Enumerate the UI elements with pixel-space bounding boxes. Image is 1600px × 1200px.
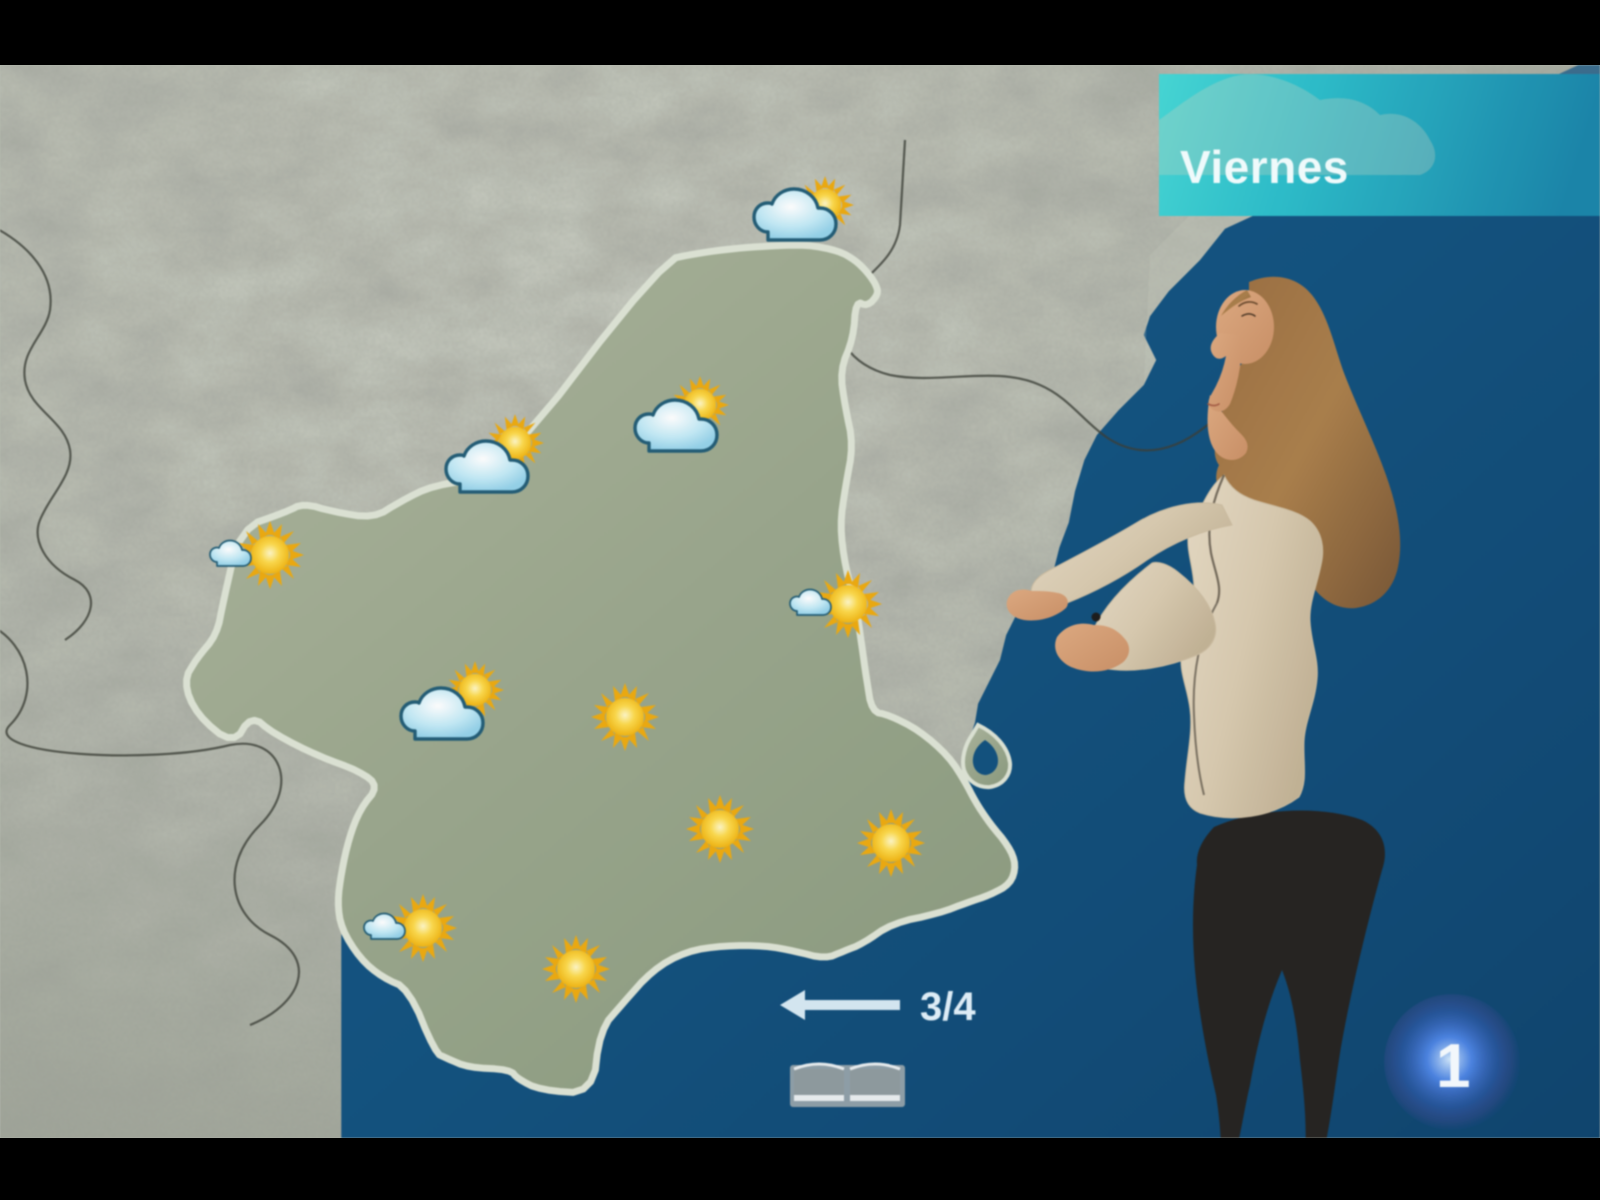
svg-text:3/4: 3/4	[920, 985, 976, 1029]
svg-text:Viernes: Viernes	[1180, 141, 1349, 193]
svg-text:1: 1	[1436, 1032, 1470, 1101]
